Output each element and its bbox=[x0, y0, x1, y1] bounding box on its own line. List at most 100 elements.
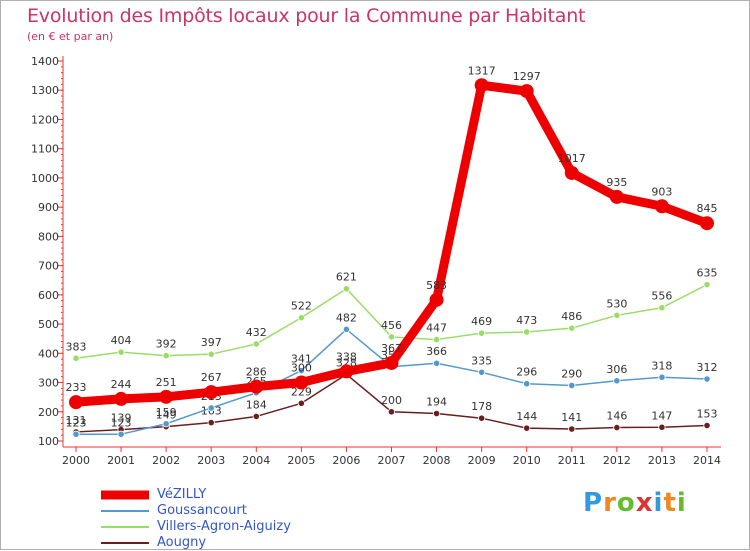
x-tick-label: 2000 bbox=[62, 454, 90, 467]
y-tick-label: 100 bbox=[38, 435, 59, 448]
brand-letter: o bbox=[616, 488, 636, 518]
data-label-v-zilly: 845 bbox=[697, 202, 718, 215]
data-label-v-zilly: 267 bbox=[201, 371, 222, 384]
data-point-v-zilly bbox=[204, 385, 219, 400]
data-point-villers-agron-aiguizy bbox=[478, 329, 486, 337]
data-label-v-zilly: 300 bbox=[291, 362, 312, 375]
data-point-villers-agron-aiguizy bbox=[207, 350, 215, 358]
data-label-goussancourt: 296 bbox=[516, 366, 537, 379]
data-label-v-zilly: 286 bbox=[246, 366, 267, 379]
data-point-v-zilly bbox=[474, 78, 489, 93]
data-point-v-zilly bbox=[700, 216, 714, 231]
data-point-aougny bbox=[523, 424, 531, 432]
data-point-villers-agron-aiguizy bbox=[387, 333, 396, 341]
legend-item-goussancourt: Goussancourt bbox=[101, 503, 291, 519]
data-point-villers-agron-aiguizy bbox=[297, 314, 305, 322]
data-label-goussancourt: 335 bbox=[471, 354, 492, 367]
brand-letter: r bbox=[603, 488, 617, 518]
data-label-aougny: 153 bbox=[697, 408, 718, 421]
data-point-v-zilly bbox=[384, 355, 399, 370]
x-tick-label: 2008 bbox=[423, 454, 451, 467]
x-tick-label: 2011 bbox=[558, 454, 586, 467]
data-label-aougny: 194 bbox=[426, 396, 447, 409]
data-label-villers-agron-aiguizy: 473 bbox=[516, 314, 537, 327]
data-label-aougny: 178 bbox=[471, 400, 492, 413]
data-label-v-zilly: 903 bbox=[651, 185, 672, 198]
data-label-villers-agron-aiguizy: 635 bbox=[697, 267, 718, 280]
data-point-villers-agron-aiguizy bbox=[252, 340, 260, 348]
data-point-villers-agron-aiguizy bbox=[117, 348, 125, 356]
data-label-v-zilly: 1017 bbox=[558, 152, 586, 165]
brand-letter: t bbox=[663, 488, 677, 518]
x-tick-label: 2007 bbox=[378, 454, 406, 467]
data-point-v-zilly bbox=[159, 389, 174, 404]
x-tick-label: 2006 bbox=[332, 454, 360, 467]
x-tick-label: 2001 bbox=[107, 454, 135, 467]
data-point-aougny bbox=[387, 408, 396, 416]
data-label-v-zilly: 251 bbox=[156, 376, 177, 389]
data-label-aougny: 229 bbox=[291, 385, 312, 398]
data-point-v-zilly bbox=[249, 379, 264, 394]
data-label-villers-agron-aiguizy: 383 bbox=[66, 340, 87, 353]
x-tick-label: 2004 bbox=[242, 454, 270, 467]
data-label-goussancourt: 159 bbox=[156, 406, 177, 419]
legend-item-aougny: Aougny bbox=[101, 535, 291, 551]
data-point-v-zilly bbox=[294, 375, 309, 390]
data-label-villers-agron-aiguizy: 469 bbox=[471, 315, 492, 328]
data-point-villers-agron-aiguizy bbox=[342, 285, 351, 293]
legend-swatch-goussancourt bbox=[101, 510, 149, 512]
data-label-goussancourt: 482 bbox=[336, 311, 357, 324]
x-tick-label: 2009 bbox=[468, 454, 496, 467]
data-point-goussancourt bbox=[72, 430, 80, 438]
legend-label-vezilly: VéZILLY bbox=[157, 487, 207, 502]
data-label-aougny: 147 bbox=[651, 409, 672, 422]
data-point-aougny bbox=[432, 409, 441, 418]
data-point-aougny bbox=[703, 421, 711, 430]
data-point-goussancourt bbox=[432, 359, 441, 367]
data-point-aougny bbox=[478, 414, 486, 422]
legend-swatch-villers bbox=[101, 526, 149, 528]
brand-letter: i bbox=[676, 488, 687, 518]
data-point-goussancourt bbox=[342, 325, 351, 333]
y-tick-label: 400 bbox=[38, 347, 59, 360]
data-label-goussancourt: 318 bbox=[651, 359, 672, 372]
data-label-v-zilly: 1317 bbox=[468, 64, 496, 77]
data-point-goussancourt bbox=[523, 380, 531, 388]
data-label-goussancourt: 312 bbox=[697, 361, 718, 374]
chart-subtitle: (en € et par an) bbox=[27, 30, 114, 43]
legend: VéZILLY Goussancourt Villers-Agron-Aigui… bbox=[101, 487, 291, 551]
x-tick-label: 2013 bbox=[648, 454, 676, 467]
data-label-aougny: 149 bbox=[156, 409, 177, 422]
data-point-goussancourt bbox=[613, 377, 621, 385]
brand-logo: Proxiti bbox=[583, 488, 687, 518]
data-label-goussancourt: 341 bbox=[291, 353, 312, 366]
legend-label-goussancourt: Goussancourt bbox=[157, 503, 247, 518]
data-label-v-zilly: 367 bbox=[381, 342, 402, 355]
data-point-v-zilly bbox=[609, 189, 624, 204]
data-label-goussancourt: 123 bbox=[111, 416, 132, 429]
data-point-goussancourt bbox=[297, 366, 305, 375]
data-label-v-zilly: 338 bbox=[336, 350, 357, 363]
data-point-aougny bbox=[252, 412, 260, 421]
data-point-v-zilly bbox=[339, 364, 354, 379]
y-tick-label: 900 bbox=[38, 201, 59, 214]
data-point-aougny bbox=[297, 399, 305, 407]
data-point-aougny bbox=[658, 423, 666, 431]
data-point-goussancourt bbox=[658, 373, 666, 381]
legend-item-vezilly: VéZILLY bbox=[101, 487, 291, 503]
data-label-goussancourt: 366 bbox=[426, 345, 447, 358]
data-label-villers-agron-aiguizy: 530 bbox=[606, 297, 627, 310]
data-label-villers-agron-aiguizy: 404 bbox=[111, 334, 132, 347]
data-label-villers-agron-aiguizy: 397 bbox=[201, 336, 222, 349]
data-point-villers-agron-aiguizy bbox=[72, 354, 80, 362]
data-point-aougny bbox=[613, 423, 621, 432]
data-label-v-zilly: 233 bbox=[66, 381, 87, 394]
data-point-v-zilly bbox=[429, 292, 444, 307]
y-tick-label: 1200 bbox=[31, 113, 59, 126]
y-tick-label: 1100 bbox=[31, 143, 59, 156]
legend-label-aougny: Aougny bbox=[157, 535, 207, 550]
data-label-aougny: 141 bbox=[561, 411, 582, 424]
x-tick-label: 2005 bbox=[287, 454, 315, 467]
